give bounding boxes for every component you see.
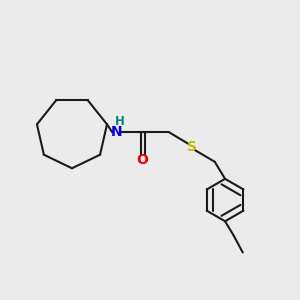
Text: S: S bbox=[187, 140, 197, 154]
Text: H: H bbox=[115, 115, 124, 128]
Text: N: N bbox=[110, 125, 122, 139]
Text: O: O bbox=[137, 153, 148, 167]
